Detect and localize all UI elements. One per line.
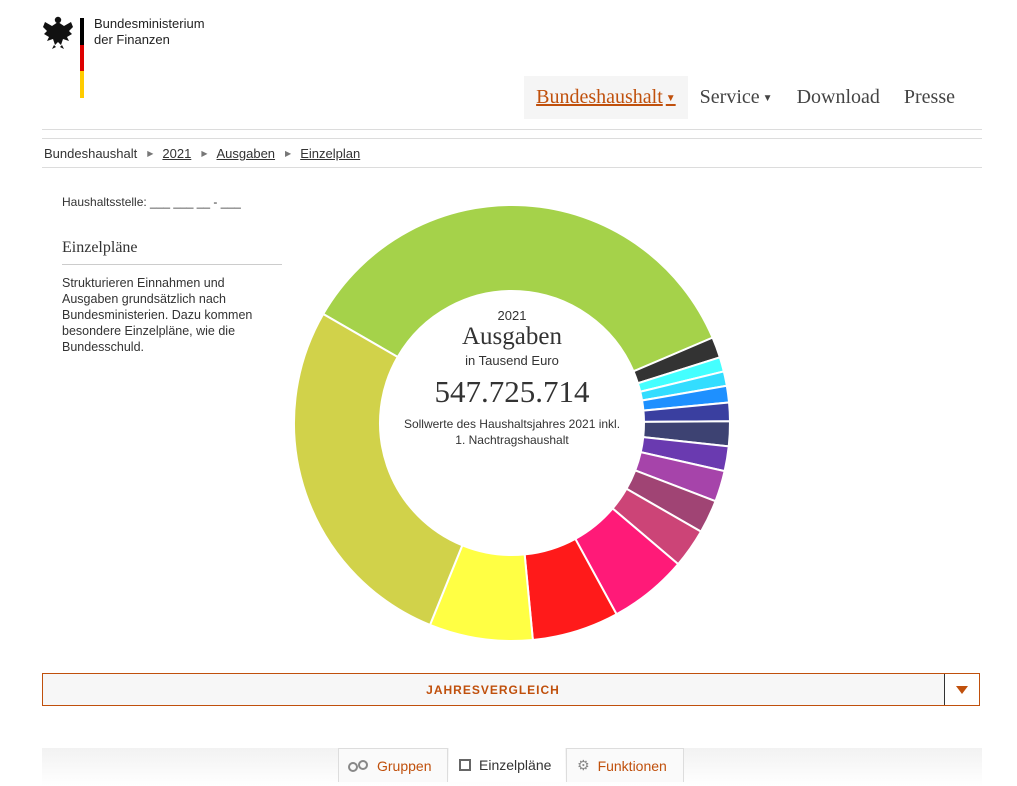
nav-bundeshaushalt-label: Bundeshaushalt: [536, 86, 663, 108]
breadcrumb-bottom-divider: [42, 167, 982, 168]
nav-service-label: Service: [699, 86, 760, 108]
sidebar-title: Einzelpläne: [62, 239, 138, 256]
sidebar-divider: [62, 264, 282, 265]
breadcrumb-bundeshaushalt: Bundeshaushalt: [44, 146, 138, 161]
flag-red: [80, 44, 84, 72]
chart-year: 2021: [497, 308, 527, 323]
caret-down-icon: ▼: [665, 92, 676, 104]
expenditure-donut-chart: [293, 204, 732, 642]
main-navigation: Bundeshaushalt ▼ Service ▼ Download Presse: [524, 76, 967, 119]
breadcrumb-chevron-icon: ▶: [147, 149, 154, 158]
federal-eagle-icon: [43, 16, 73, 49]
breadcrumb-2021[interactable]: 2021: [162, 146, 192, 161]
flag-gold: [80, 71, 84, 98]
ministry-name: Bundesministerium der Finanzen: [94, 16, 205, 48]
sidebar-description: Strukturieren Einnahmen und Ausgaben gru…: [62, 276, 253, 354]
nav-service[interactable]: Service ▼: [688, 76, 785, 119]
nav-bundeshaushalt[interactable]: Bundeshaushalt ▼: [524, 76, 688, 119]
tab-gruppen[interactable]: Gruppen: [338, 748, 448, 782]
chart-total: 547.725.714: [434, 374, 590, 409]
expand-toggle-button[interactable]: [944, 674, 979, 705]
square-icon: [459, 759, 471, 771]
donut-slice-15[interactable]: [293, 312, 464, 627]
caret-down-icon: ▼: [762, 92, 773, 104]
nav-download-label: Download: [796, 86, 880, 108]
chart-note: Sollwerte des Haushaltsjahres 2021 inkl.…: [392, 416, 632, 448]
jahresvergleich-bar[interactable]: JAHRESVERGLEICH: [42, 673, 980, 706]
tab-funktionen[interactable]: ⚙ Funktionen: [566, 748, 684, 782]
tab-einzelplaene-label: Einzelpläne: [479, 757, 552, 773]
tab-funktionen-label: Funktionen: [597, 757, 667, 774]
header-divider: [42, 129, 982, 130]
breadcrumb-top-divider: [42, 138, 982, 139]
chart-note-line1: Sollwerte des Haushaltsjahres 2021 inkl.: [403, 417, 621, 431]
breadcrumb-einzelplan[interactable]: Einzelplan: [300, 146, 361, 161]
breadcrumb-ausgaben[interactable]: Ausgaben: [216, 146, 276, 161]
nav-download[interactable]: Download: [785, 76, 892, 119]
haushaltsstelle-label: Haushaltsstelle: ___ ___ __ - ___: [62, 195, 241, 209]
gear-icon: ⚙: [577, 757, 590, 773]
chart-unit: in Tausend Euro: [465, 353, 559, 368]
jahresvergleich-label: JAHRESVERGLEICH: [426, 683, 560, 697]
ministry-name-line2: der Finanzen: [94, 32, 170, 47]
nav-presse-label: Presse: [903, 86, 955, 108]
chart-title: Ausgaben: [462, 323, 562, 350]
ministry-name-line1: Bundesministerium: [94, 16, 205, 31]
flag-black: [80, 18, 84, 45]
flag-stripe: [80, 18, 84, 98]
nav-presse[interactable]: Presse: [892, 76, 967, 119]
donut-slice-1[interactable]: [321, 204, 714, 373]
chart-center-info: 2021 Ausgaben in Tausend Euro 547.725.71…: [392, 308, 632, 448]
tab-einzelplaene[interactable]: Einzelpläne: [449, 748, 565, 782]
chart-note-line2: 1. Nachtragshaushalt: [455, 433, 569, 447]
breadcrumb-chevron-icon: ▶: [201, 149, 208, 158]
link-icon: [347, 759, 369, 773]
breadcrumb-chevron-icon: ▶: [285, 149, 292, 158]
tab-gruppen-label: Gruppen: [377, 757, 432, 774]
breadcrumb: Bundeshaushalt ▶ 2021 ▶ Ausgaben ▶ Einze…: [44, 146, 360, 161]
